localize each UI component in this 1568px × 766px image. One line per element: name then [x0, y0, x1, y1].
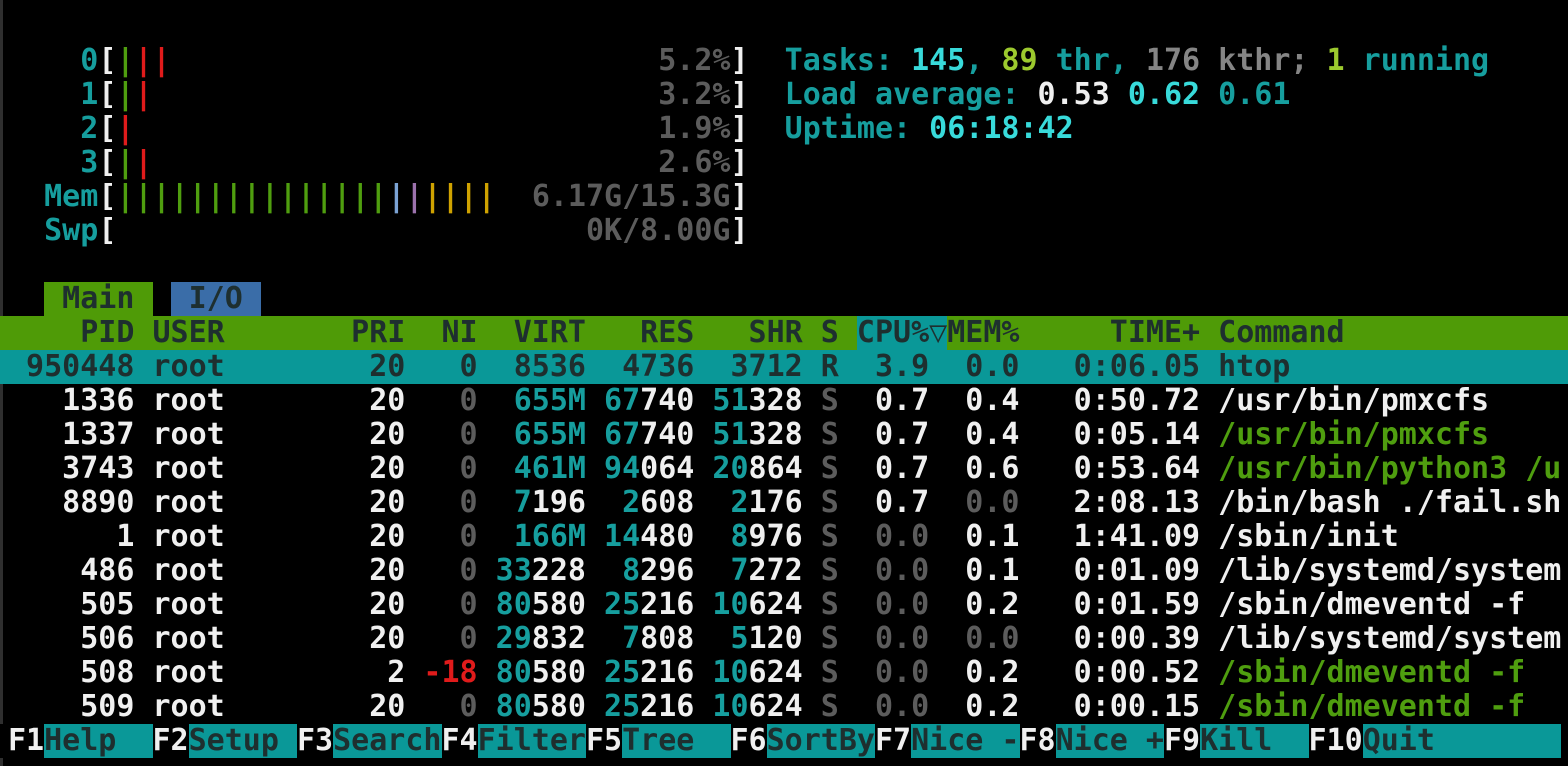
tab-io[interactable]: I/O	[170, 282, 261, 316]
fn-f4-filter[interactable]: F4Filter	[441, 724, 586, 758]
fn-f3-search[interactable]: F3Search	[297, 724, 442, 758]
fn-f5-tree[interactable]: F5Tree	[586, 724, 731, 758]
sort-column-cpu[interactable]: CPU%▽	[856, 316, 948, 350]
fn-f8-nice+[interactable]: F8Nice +	[1019, 724, 1164, 758]
fn-f6-sortby[interactable]: F6SortBy	[730, 724, 875, 758]
screen-tabs: Main I/O	[0, 282, 1568, 316]
fn-f2-setup[interactable]: F2Setup	[152, 724, 297, 758]
cpu-3-meter: 3[|| 2.6%]	[44, 146, 749, 180]
summary-column-right: Tasks: 145, 89 thr, 176 kthr; 1 running L…	[785, 44, 1489, 146]
process-row-505[interactable]: 505 root 20 0 80580 25216 10624 S 0.0 0.…	[8, 588, 1526, 622]
process-table: 950448 root 20 0 8536 4736 3712 R 3.9 0.…	[0, 350, 1568, 724]
fn-f7-nice-[interactable]: F7Nice -	[875, 724, 1020, 758]
process-row-1336[interactable]: 1336 root 20 0 655M 67740 51328 S 0.7 0.…	[8, 384, 1490, 418]
process-row-509[interactable]: 509 root 20 0 80580 25216 10624 S 0.0 0.…	[8, 690, 1526, 724]
process-row-486[interactable]: 486 root 20 0 33228 8296 7272 S 0.0 0.1 …	[8, 554, 1562, 588]
swap-meter: Swp[ 0K/8.00G]	[44, 214, 749, 248]
fn-f10-quit[interactable]: F10Quit	[1308, 724, 1562, 758]
uptime-line: Uptime: 06:18:42	[784, 112, 1074, 146]
process-row-1[interactable]: 1 root 20 0 166M 14480 8976 S 0.0 0.1 1:…	[8, 520, 1399, 554]
meters-column-left: 0[||| 5.2%] 1[|| 3.2%] 2[| 1.9%] 3[|| 2.…	[0, 44, 1568, 248]
load-average-line: Load average: 0.53 0.62 0.61	[784, 78, 1291, 112]
cpu-2-meter: 2[| 1.9%]	[44, 112, 749, 146]
process-table-header[interactable]: PID USER PRI NI VIRT RES SHR S CPU%▽MEM%…	[0, 316, 1568, 350]
cpu-0-meter: 0[||| 5.2%]	[44, 44, 749, 78]
cpu-1-meter: 1[|| 3.2%]	[44, 78, 749, 112]
process-row-950448[interactable]: 950448 root 20 0 8536 4736 3712 R 3.9 0.…	[0, 350, 1568, 384]
fn-f9-kill[interactable]: F9Kill	[1164, 724, 1309, 758]
tasks-summary-line: Tasks: 145, 89 thr, 176 kthr; 1 running	[784, 44, 1490, 78]
process-row-3743[interactable]: 3743 root 20 0 461M 94064 20864 S 0.7 0.…	[8, 452, 1562, 486]
header-meters-area: 0[||| 5.2%] 1[|| 3.2%] 2[| 1.9%] 3[|| 2.…	[0, 44, 1568, 282]
process-row-1337[interactable]: 1337 root 20 0 655M 67740 51328 S 0.7 0.…	[8, 418, 1490, 452]
process-row-508[interactable]: 508 root 2 -18 80580 25216 10624 S 0.0 0…	[8, 656, 1526, 690]
process-row-506[interactable]: 506 root 20 0 29832 7808 5120 S 0.0 0.0 …	[8, 622, 1562, 656]
function-key-bar: F1Help F2Setup F3SearchF4FilterF5Tree F6…	[0, 724, 1568, 758]
fn-f1-help[interactable]: F1Help	[8, 724, 153, 758]
tab-main[interactable]: Main	[44, 282, 153, 316]
process-row-8890[interactable]: 8890 root 20 0 7196 2608 2176 S 0.7 0.0 …	[8, 486, 1562, 520]
memory-meter: Mem[||||||||||||||||||||| 6.17G/15.3G]	[44, 180, 749, 214]
